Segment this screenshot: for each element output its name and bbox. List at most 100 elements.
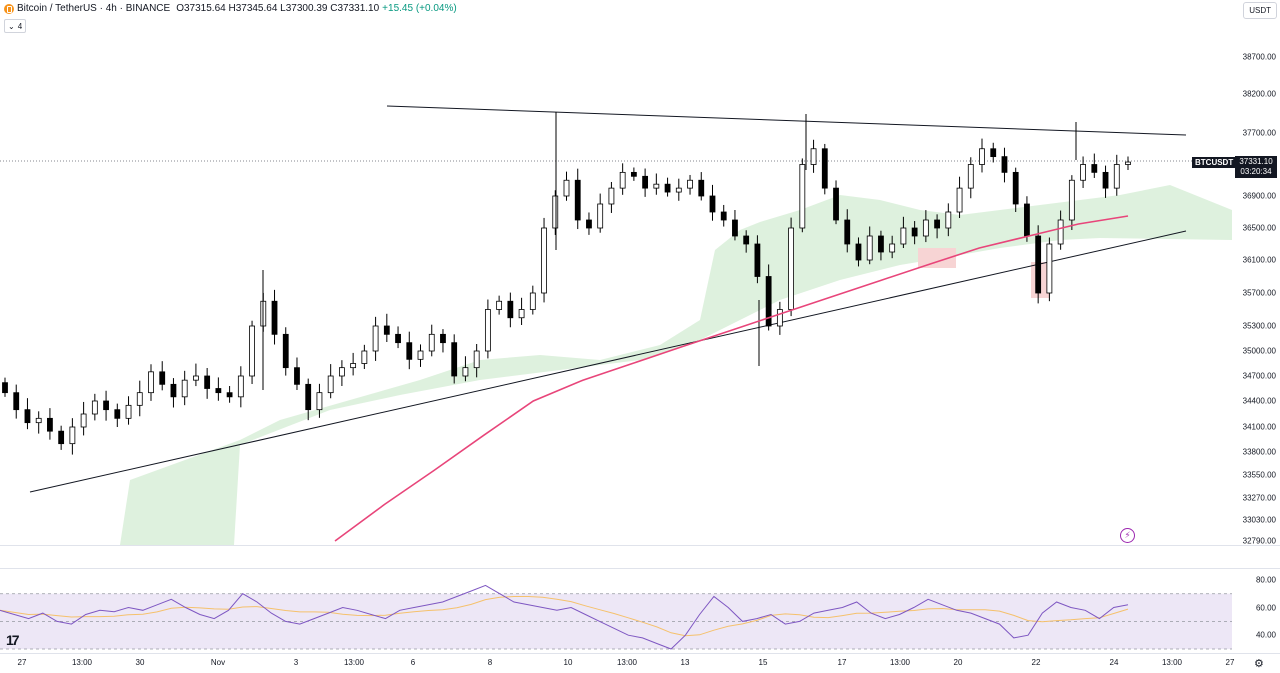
candle-body	[58, 430, 65, 445]
rsi-axis[interactable]: 80.00 60.00 40.00	[1232, 569, 1280, 653]
last-price-tag: 37331.10 03:20:34	[1235, 156, 1277, 178]
rsi-chart[interactable]	[0, 569, 1232, 653]
indicators-collapse-button[interactable]: ⌄ 4	[4, 19, 27, 33]
price-axis-label: 34400.00	[1242, 396, 1276, 406]
price-axis-label: 35300.00	[1242, 321, 1276, 331]
price-axis[interactable]: USDT 38700.00 38200.00 37700.00 36900.00 365…	[1232, 0, 1280, 546]
symbol-tag: BTCUSDT	[1192, 157, 1237, 168]
candle-body	[24, 409, 31, 424]
price-axis-label: 33550.00	[1242, 470, 1276, 480]
time-axis-label: 13:00	[616, 658, 638, 667]
pane-separator[interactable]	[0, 545, 1280, 546]
candle-body	[1102, 171, 1109, 189]
price-axis-label: 33800.00	[1242, 447, 1276, 457]
candle-body	[249, 325, 255, 377]
time-axis-label: 24	[1109, 658, 1119, 667]
time-axis-label: 8	[487, 658, 493, 667]
main-chart-pane[interactable]: Bitcoin / TetherUS · 4h · BINANCE O37315…	[0, 0, 1232, 545]
candle-body	[597, 203, 604, 229]
candle-body	[664, 183, 671, 193]
candle-body	[462, 367, 469, 377]
candle-body	[900, 227, 907, 245]
time-axis-label: 17	[837, 658, 847, 667]
pane-separator[interactable]	[0, 568, 1280, 569]
candle-body	[350, 363, 357, 369]
candle-body	[103, 400, 109, 411]
candle-body	[1068, 179, 1075, 221]
time-axis-label: Nov	[210, 658, 226, 667]
time-axis-label: 27	[1225, 658, 1235, 667]
candle-body	[979, 148, 985, 165]
time-axis-label: 3	[293, 658, 299, 667]
candle-body	[428, 333, 435, 352]
candle-body	[395, 333, 401, 344]
candle-body	[305, 383, 312, 411]
price-axis-label: 36100.00	[1242, 255, 1276, 265]
price-axis-label: 34700.00	[1242, 371, 1276, 381]
candle-body	[507, 300, 514, 319]
candle-body	[541, 227, 547, 294]
candle-body	[586, 219, 592, 229]
candle-body	[1091, 164, 1098, 173]
candle-body	[136, 392, 143, 406]
candle-body	[642, 175, 649, 189]
time-axis-label: 10	[563, 658, 573, 667]
candle-body	[204, 375, 211, 389]
candle-body	[732, 219, 738, 237]
candle-body	[765, 276, 772, 327]
candle-body	[844, 219, 851, 245]
symbol-title[interactable]: Bitcoin / TetherUS · 4h · BINANCE	[17, 3, 171, 14]
candle-body	[911, 227, 918, 237]
candle-body	[327, 375, 334, 394]
candle-body	[619, 171, 626, 189]
candle-body	[810, 148, 817, 165]
time-axis-label: 30	[135, 658, 145, 667]
bar-countdown: 03:20:34	[1240, 167, 1272, 176]
candle-body	[1001, 156, 1008, 173]
candle-body	[1046, 243, 1053, 294]
bitcoin-icon	[4, 3, 14, 14]
tradingview-logo[interactable]: 17	[6, 632, 20, 648]
candle-body	[967, 164, 974, 189]
time-axis-label: 6	[410, 658, 416, 667]
candlestick-chart[interactable]	[0, 0, 1232, 545]
rsi-line	[0, 584, 1129, 650]
rsi-axis-label: 40.00	[1255, 630, 1276, 640]
currency-button[interactable]: USDT	[1243, 2, 1277, 19]
price-axis-label: 38200.00	[1242, 89, 1276, 99]
time-axis-label: 15	[758, 658, 768, 667]
candle-body	[698, 179, 705, 197]
candle-body	[338, 367, 345, 377]
candle-body	[69, 426, 76, 445]
settings-gear-icon[interactable]: ⚙	[1254, 658, 1264, 670]
time-axis-label: 13:00	[889, 658, 911, 667]
candle-body	[1125, 161, 1131, 165]
lightning-icon[interactable]: ⚡	[1120, 528, 1135, 543]
candle-body	[675, 187, 682, 193]
time-axis[interactable]: 27 13:00 30 Nov 3 13:00 6 8 10 13:00 13 15 17 13:00 20…	[0, 653, 1280, 673]
candle-body	[282, 333, 289, 369]
time-axis-label: 13	[680, 658, 690, 667]
symbol-legend[interactable]: Bitcoin / TetherUS · 4h · BINANCE O37315…	[4, 3, 457, 14]
candle-body	[417, 350, 424, 360]
candle-body	[193, 375, 199, 381]
pane-separator	[0, 653, 1280, 654]
candle-body	[709, 195, 716, 213]
candle-body	[754, 243, 761, 277]
candle-body	[406, 342, 413, 360]
candle-body	[372, 325, 379, 352]
candle-body	[922, 219, 929, 237]
moving-average-line	[334, 215, 1129, 542]
last-price: 37331.10	[1239, 157, 1273, 166]
candle-body	[563, 179, 570, 197]
rsi-pane[interactable]	[0, 569, 1232, 653]
lower-trendline	[29, 230, 1187, 493]
candle-body	[451, 342, 458, 377]
price-axis-label: 32790.00	[1242, 536, 1276, 546]
candle-body	[114, 409, 121, 419]
candle-body	[934, 219, 940, 229]
candle-body	[945, 211, 952, 229]
candle-body	[226, 392, 233, 398]
candle-body	[294, 367, 300, 385]
price-axis-label: 33270.00	[1242, 493, 1276, 503]
